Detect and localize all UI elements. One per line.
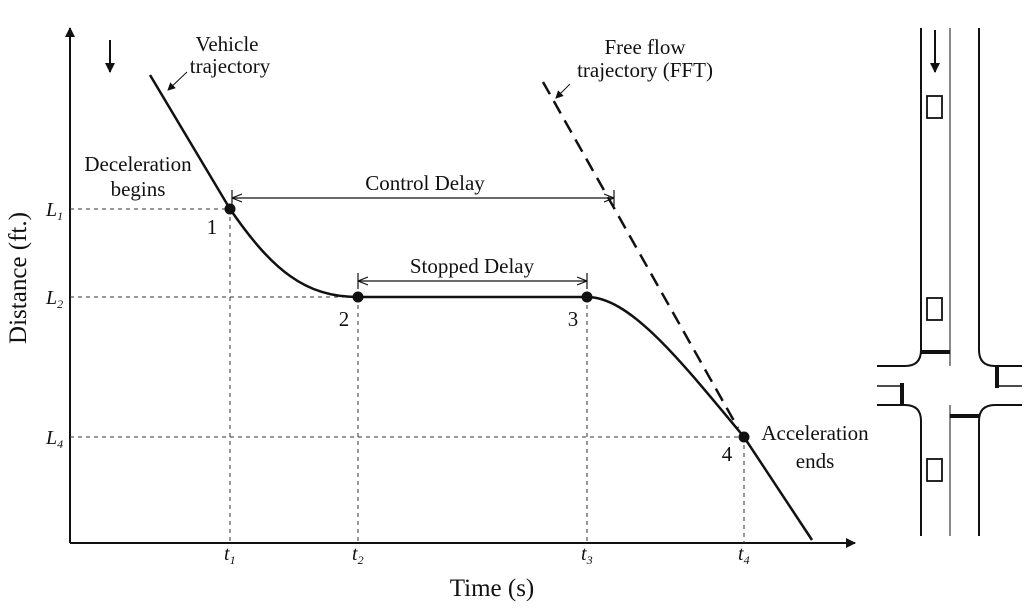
free-flow-trajectory xyxy=(541,81,740,429)
x-axis-title: Time (s) xyxy=(450,575,535,602)
point-3-marker xyxy=(581,291,593,303)
y-tick-l4: L4 xyxy=(45,427,63,451)
x-tick-t3: t3 xyxy=(581,543,593,567)
fft-label-line2: trajectory (FFT) xyxy=(577,58,713,82)
vehicle-icon xyxy=(926,458,943,482)
x-tick-t4: t4 xyxy=(738,543,750,567)
acceleration-label-line1: Acceleration xyxy=(761,421,869,445)
control-delay-dimension xyxy=(231,190,615,206)
vehicle-icon xyxy=(926,95,943,119)
point-3-label: 3 xyxy=(568,307,579,331)
vehicle-icon xyxy=(926,297,943,321)
vehicle-label-line2: trajectory xyxy=(190,54,271,78)
point-1-label: 1 xyxy=(207,215,218,239)
point-2-label: 2 xyxy=(339,307,350,331)
point-1-marker xyxy=(224,203,236,215)
reference-lines xyxy=(70,208,745,543)
y-tick-l2: L2 xyxy=(45,287,63,311)
acceleration-label-line2: ends xyxy=(796,449,835,473)
deceleration-label-line2: begins xyxy=(111,177,166,201)
y-tick-l1: L1 xyxy=(45,199,63,223)
fft-label-line1: Free flow xyxy=(604,35,686,59)
x-tick-t1: t1 xyxy=(224,543,236,567)
point-2-marker xyxy=(352,291,364,303)
control-delay-label: Control Delay xyxy=(365,171,485,195)
intersection-schematic xyxy=(877,28,1022,536)
deceleration-label-line1: Deceleration xyxy=(84,152,192,176)
vehicle-trajectory xyxy=(148,74,814,541)
x-tick-t2: t2 xyxy=(352,543,364,567)
vehicle-label-line1: Vehicle xyxy=(196,32,259,56)
stopped-delay-dimension xyxy=(357,273,588,289)
y-axis-title: Distance (ft.) xyxy=(5,212,32,344)
stopped-delay-label: Stopped Delay xyxy=(410,254,535,278)
vehicle-trajectory-leader xyxy=(167,71,188,91)
fft-leader xyxy=(555,83,571,99)
point-4-marker xyxy=(738,431,750,443)
point-4-label: 4 xyxy=(722,442,733,466)
